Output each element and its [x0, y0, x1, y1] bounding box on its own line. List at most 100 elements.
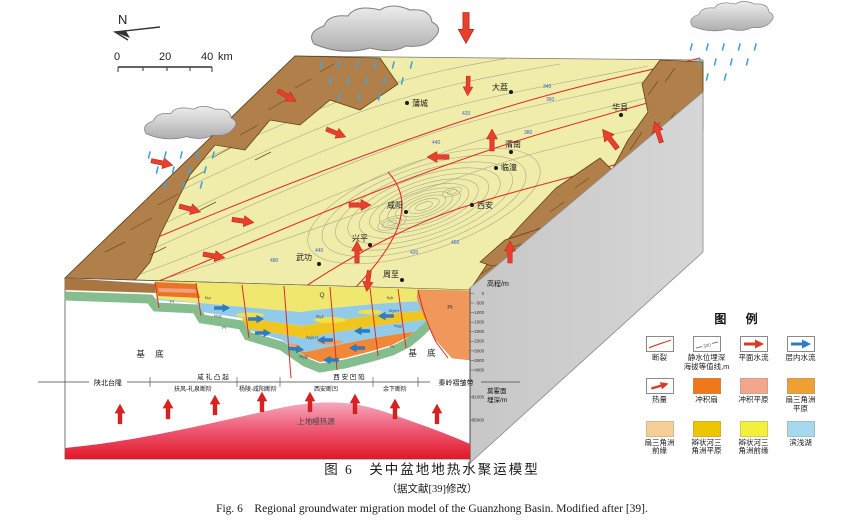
city-dot [405, 101, 409, 105]
color-swatch [786, 378, 815, 395]
unit-fufeng: 扶风-礼泉断阶 [174, 385, 212, 393]
elev-tick: -2000 [473, 329, 485, 334]
scale-bar: 0 20 40 km [114, 51, 233, 72]
label-n2z-left: N₂z [205, 295, 211, 300]
label-n2g1-right: N₂g₁ [394, 323, 403, 328]
legend-item-label: 滨浅湖 [789, 437, 812, 447]
city-label-lintong: 临潼 [501, 162, 517, 172]
cloud-icon [144, 106, 237, 140]
contour-value: 440 [432, 140, 441, 146]
city-dot [619, 113, 623, 117]
contour-value-labels: 340 360 380 420 440 460 440 480 420 [270, 84, 555, 264]
redbed-sliver-light [158, 288, 197, 293]
figure-captions: 图 6 关中盆地地热水聚运模型 （据文献[39]修改） Fig. 6 Regio… [0, 458, 864, 516]
north-arrow: N [112, 12, 161, 41]
unit-shanbei: 陕北台隆 [94, 378, 122, 387]
label-pt-right: Pt [390, 344, 395, 349]
city-label-huaxian: 华县 [612, 102, 628, 112]
city-dot [509, 90, 513, 94]
legend-item-label: 平面水流 [738, 353, 769, 362]
contour-value: 440 [315, 248, 324, 254]
elev-tick: -1000 [473, 310, 485, 315]
contour-value: 480 [270, 258, 279, 264]
legend-item-heat: 热量 [636, 378, 683, 413]
cloud-icon [311, 5, 440, 52]
legend-item-interlayer-flow: 层内水流 [777, 336, 824, 371]
color-swatch [692, 378, 721, 395]
city-dot [470, 203, 474, 207]
legend-item-fan-delta-front: 扇三角洲 前缘 [636, 420, 683, 456]
label-pt-mid: Pt [222, 325, 227, 330]
label-pt-left: Pt [170, 299, 175, 304]
city-dot [494, 166, 498, 170]
fault-swatch-icon [645, 336, 674, 352]
unit-xianli: 咸 礼 凸 起 [197, 372, 229, 381]
label-n2bl-right: N₂b+l [389, 308, 399, 313]
legend-item-braided-delta-front: 辫状河三 角洲前缘 [730, 420, 777, 456]
mantle-heat-label: 上地幔热源 [297, 416, 335, 426]
moho-label-line2: 埋深/m [487, 395, 507, 404]
legend-item-label: 层内水流 [785, 353, 816, 362]
scale-unit: km [218, 51, 233, 63]
legend-item-label: 断裂 [652, 353, 667, 362]
ridge-lines [104, 63, 335, 256]
scale-tick-40: 40 [201, 51, 213, 63]
label-pt-block: Pt [447, 305, 453, 311]
legend-item-label: 辫状河三 角洲平原 [691, 437, 722, 456]
moho-tick: -31000 [471, 395, 485, 400]
color-swatch [739, 378, 768, 395]
elev-tick: -1500 [473, 320, 485, 325]
scale-tick-0: 0 [114, 51, 120, 63]
city-label-xianyang: 咸阳 [387, 200, 403, 210]
city-dot [509, 150, 513, 154]
legend-item-label: 冲积平原 [738, 395, 769, 405]
basement-label-right: 基 底 [408, 348, 439, 358]
elev-tick: -500 [475, 301, 484, 306]
city-dot [317, 262, 321, 266]
unit-qinling: 秦岭褶皱带 [439, 378, 474, 387]
contour-swatch-icon: 320 [692, 336, 721, 352]
contour-value: 460 [451, 240, 460, 246]
city-markers: 蒲城 大荔 华县 渭南 临潼 咸阳 西安 兴平 武功 周至 [296, 82, 628, 282]
label-n2z: N₂z [316, 314, 324, 319]
contour-value: 420 [410, 250, 419, 256]
city-dot [400, 278, 404, 282]
legend-item-label: 辫状河三 角洲前缘 [738, 437, 769, 456]
blue-arrow-icon [786, 336, 815, 352]
elev-tick: -2500 [473, 339, 485, 344]
legend-item-label: 扇三角洲 前缘 [644, 437, 675, 456]
color-swatch [786, 420, 815, 437]
face-fault-lines [154, 281, 449, 379]
unit-yuxia: 余下断阶 [383, 385, 407, 393]
legend-title: 图 例 [714, 312, 766, 326]
elev-tick: -3500 [473, 358, 485, 363]
structural-units-row: 陕北台隆 咸 礼 凸 起 西 安 凹 陷 扶风-礼泉断阶 杨陵-咸阳断阶 西安断… [38, 372, 520, 393]
moho-label-line1: 莫霍面 [487, 386, 507, 395]
northwest-mountains [64, 55, 399, 281]
elev-tick: -3000 [473, 348, 485, 353]
city-dot [368, 243, 372, 247]
label-n2bl: N₂b+l [306, 335, 317, 340]
color-swatch [692, 420, 721, 437]
north-label: N [118, 12, 127, 27]
contour-swatch-value: 320 [702, 342, 711, 348]
legend-item-surface-flow: 平面水流 [730, 336, 777, 371]
contour-value: 420 [462, 111, 471, 117]
city-label-wugong: 武功 [296, 252, 312, 262]
legend-item-contour: 320 静水位埋深 海拔等值线,m [683, 336, 730, 371]
scale-tick-20: 20 [159, 51, 171, 63]
city-label-zhouzhi: 周至 [383, 270, 399, 279]
color-swatch [645, 420, 674, 437]
legend-item-label: 扇三角洲 平原 [785, 395, 816, 413]
basement-label-left: 基 底 [136, 349, 167, 359]
unit-xian-depression: 西 安 凹 陷 [333, 372, 364, 381]
contour-value: 360 [546, 97, 555, 103]
elevation-axis: 高程/m 0 -500 -1000 -1500 -2000 -2500 -300… [469, 279, 509, 463]
caption-zh-source: （据文献[39]修改） [386, 484, 478, 495]
contour-value: 380 [524, 130, 533, 136]
contour-value: 340 [543, 84, 552, 90]
color-swatch [739, 420, 768, 437]
cloud-icon [690, 1, 774, 32]
